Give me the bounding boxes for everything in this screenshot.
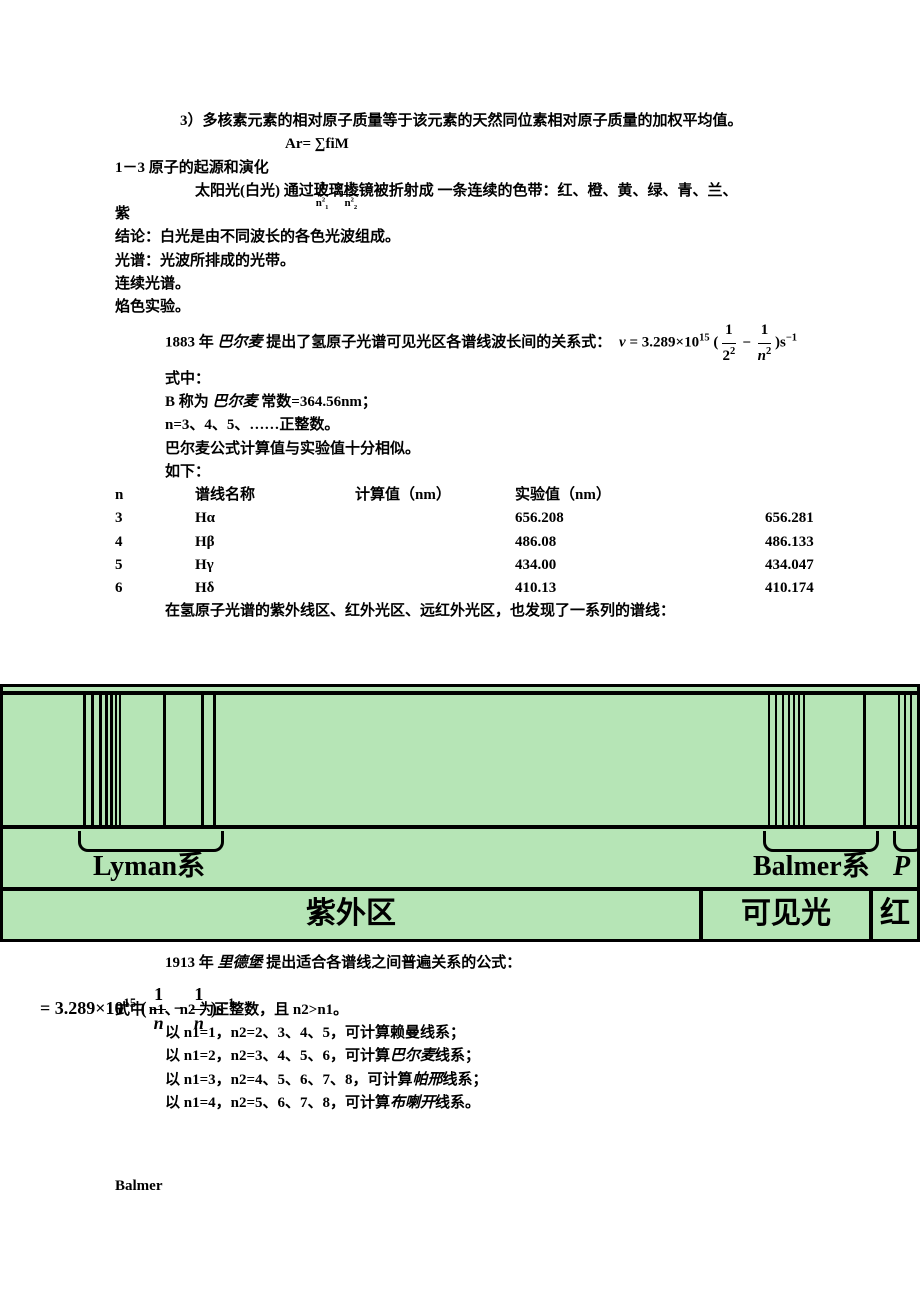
region-vis: 可见光: [703, 891, 873, 939]
set-0: 以 n1=1，n2=2、3、4、5，可计算赖曼线系；: [165, 1022, 910, 1045]
sunlight-b: 一条连续的色带：红、橙、黄、绿、青、兰、: [438, 183, 738, 199]
cell-name: Hδ: [195, 577, 355, 600]
b-const-b: 常数=364.56nm；: [261, 394, 377, 410]
balmer-footer: Balmer: [115, 1175, 910, 1198]
uv-note: 在氢原子光谱的紫外线区、红外光区、远红外光区，也发现了一系列的谱线：: [165, 600, 910, 623]
ry-open: (: [141, 998, 147, 1018]
cell-n: 3: [115, 507, 195, 530]
balmer-intro-a: 1883 年: [165, 335, 214, 351]
ruxia: 如下：: [165, 461, 910, 484]
cell-name: Hα: [195, 507, 355, 530]
cell-exp: 434.047: [765, 554, 915, 577]
b-const-a: B 称为: [165, 394, 209, 410]
table-row: 4 Hβ 486.08 486.133: [115, 531, 910, 554]
cell-n: 4: [115, 531, 195, 554]
balmer-label: Balmer系: [753, 845, 870, 888]
ar-formula: Ar= ∑fiM: [285, 133, 910, 156]
balmer-note: 巴尔麦公式计算值与实验值十分相似。: [165, 438, 910, 461]
col-name: 谱线名称: [195, 484, 355, 507]
flame: 焰色实验。: [115, 296, 910, 319]
ry-minus: −: [171, 998, 187, 1018]
spectrum-diagram: Lyman系 Balmer系 P 紫外区 可见光 红: [0, 684, 920, 942]
exp-15: 15: [699, 333, 710, 344]
ry-s-exp: -1: [224, 996, 235, 1010]
balmer-name: 巴尔麦: [218, 335, 263, 351]
col-exp: 实验值（nm）: [515, 484, 765, 507]
ry-eq: = 3.289×10: [40, 998, 124, 1018]
section-heading: 1－3 原子的起源和演化: [115, 157, 910, 180]
cell-name: Hγ: [195, 554, 355, 577]
col-n: n: [115, 484, 195, 507]
n-vals: n=3、4、5、……正整数。: [165, 414, 910, 437]
cell-n: 5: [115, 554, 195, 577]
set-1: 以 n1=2，n2=3、4、5、6，可计算巴尔麦线系；: [165, 1045, 910, 1068]
rydberg-name: 里德堡: [218, 955, 263, 971]
paschen-short: P: [893, 845, 910, 888]
item-3: 3）多核素元素的相对原子质量等于该元素的天然同位素相对原子质量的加权平均值。: [180, 110, 910, 133]
open-paren: (: [713, 335, 718, 351]
cell-exp: 486.133: [765, 531, 915, 554]
table-row: 3 Hα 656.208 656.281: [115, 507, 910, 530]
minus1: −1: [786, 333, 797, 344]
balmer-formula: = 3.289×10: [626, 335, 699, 351]
cell-name: Hβ: [195, 531, 355, 554]
cell-exp: 410.174: [765, 577, 915, 600]
cell-exp: 656.281: [765, 507, 915, 530]
col-calc: 计算值（nm）: [355, 484, 515, 507]
zi: 紫: [115, 203, 910, 226]
ry-s: )s: [211, 998, 224, 1018]
cell-calc: 410.13: [515, 577, 765, 600]
table-header: n 谱线名称 计算值（nm） 实验值（nm）: [115, 484, 910, 507]
b-const-italic: 巴尔麦: [213, 394, 258, 410]
ry-15: 15: [124, 996, 137, 1010]
continuous: 连续光谱。: [115, 273, 910, 296]
cell-calc: 434.00: [515, 554, 765, 577]
lyman-label: Lyman系: [93, 845, 205, 888]
table-row: 5 Hγ 434.00 434.047: [115, 554, 910, 577]
region-uv: 紫外区: [3, 891, 703, 939]
sunlight-a: 太阳光(白光): [195, 183, 280, 199]
shizhong: 式中：: [165, 368, 910, 391]
region-ir: 红: [873, 891, 917, 939]
balmer-intro-b: 提出了氢原子光谱可见光区各谱线波长间的关系式：: [266, 335, 611, 351]
conclusion: 结论：白光是由不同波长的各色光波组成。: [115, 226, 910, 249]
cell-n: 6: [115, 577, 195, 600]
close-paren-s: )s: [775, 335, 786, 351]
rydberg-intro-b: 提出适合各谱线之间普遍关系的公式：: [266, 955, 521, 971]
set-2: 以 n1=3，n2=4、5、6、7、8，可计算帕邢线系；: [165, 1069, 910, 1092]
cell-calc: 656.208: [515, 507, 765, 530]
spectrum-def: 光谱：光波所排成的光带。: [115, 250, 910, 273]
rydberg-intro-a: 1913 年: [165, 955, 214, 971]
set-3: 以 n1=4，n2=5、6、7、8，可计算布喇开线系。: [165, 1092, 910, 1115]
table-row: 6 Hδ 410.13 410.174: [115, 577, 910, 600]
cell-calc: 486.08: [515, 531, 765, 554]
